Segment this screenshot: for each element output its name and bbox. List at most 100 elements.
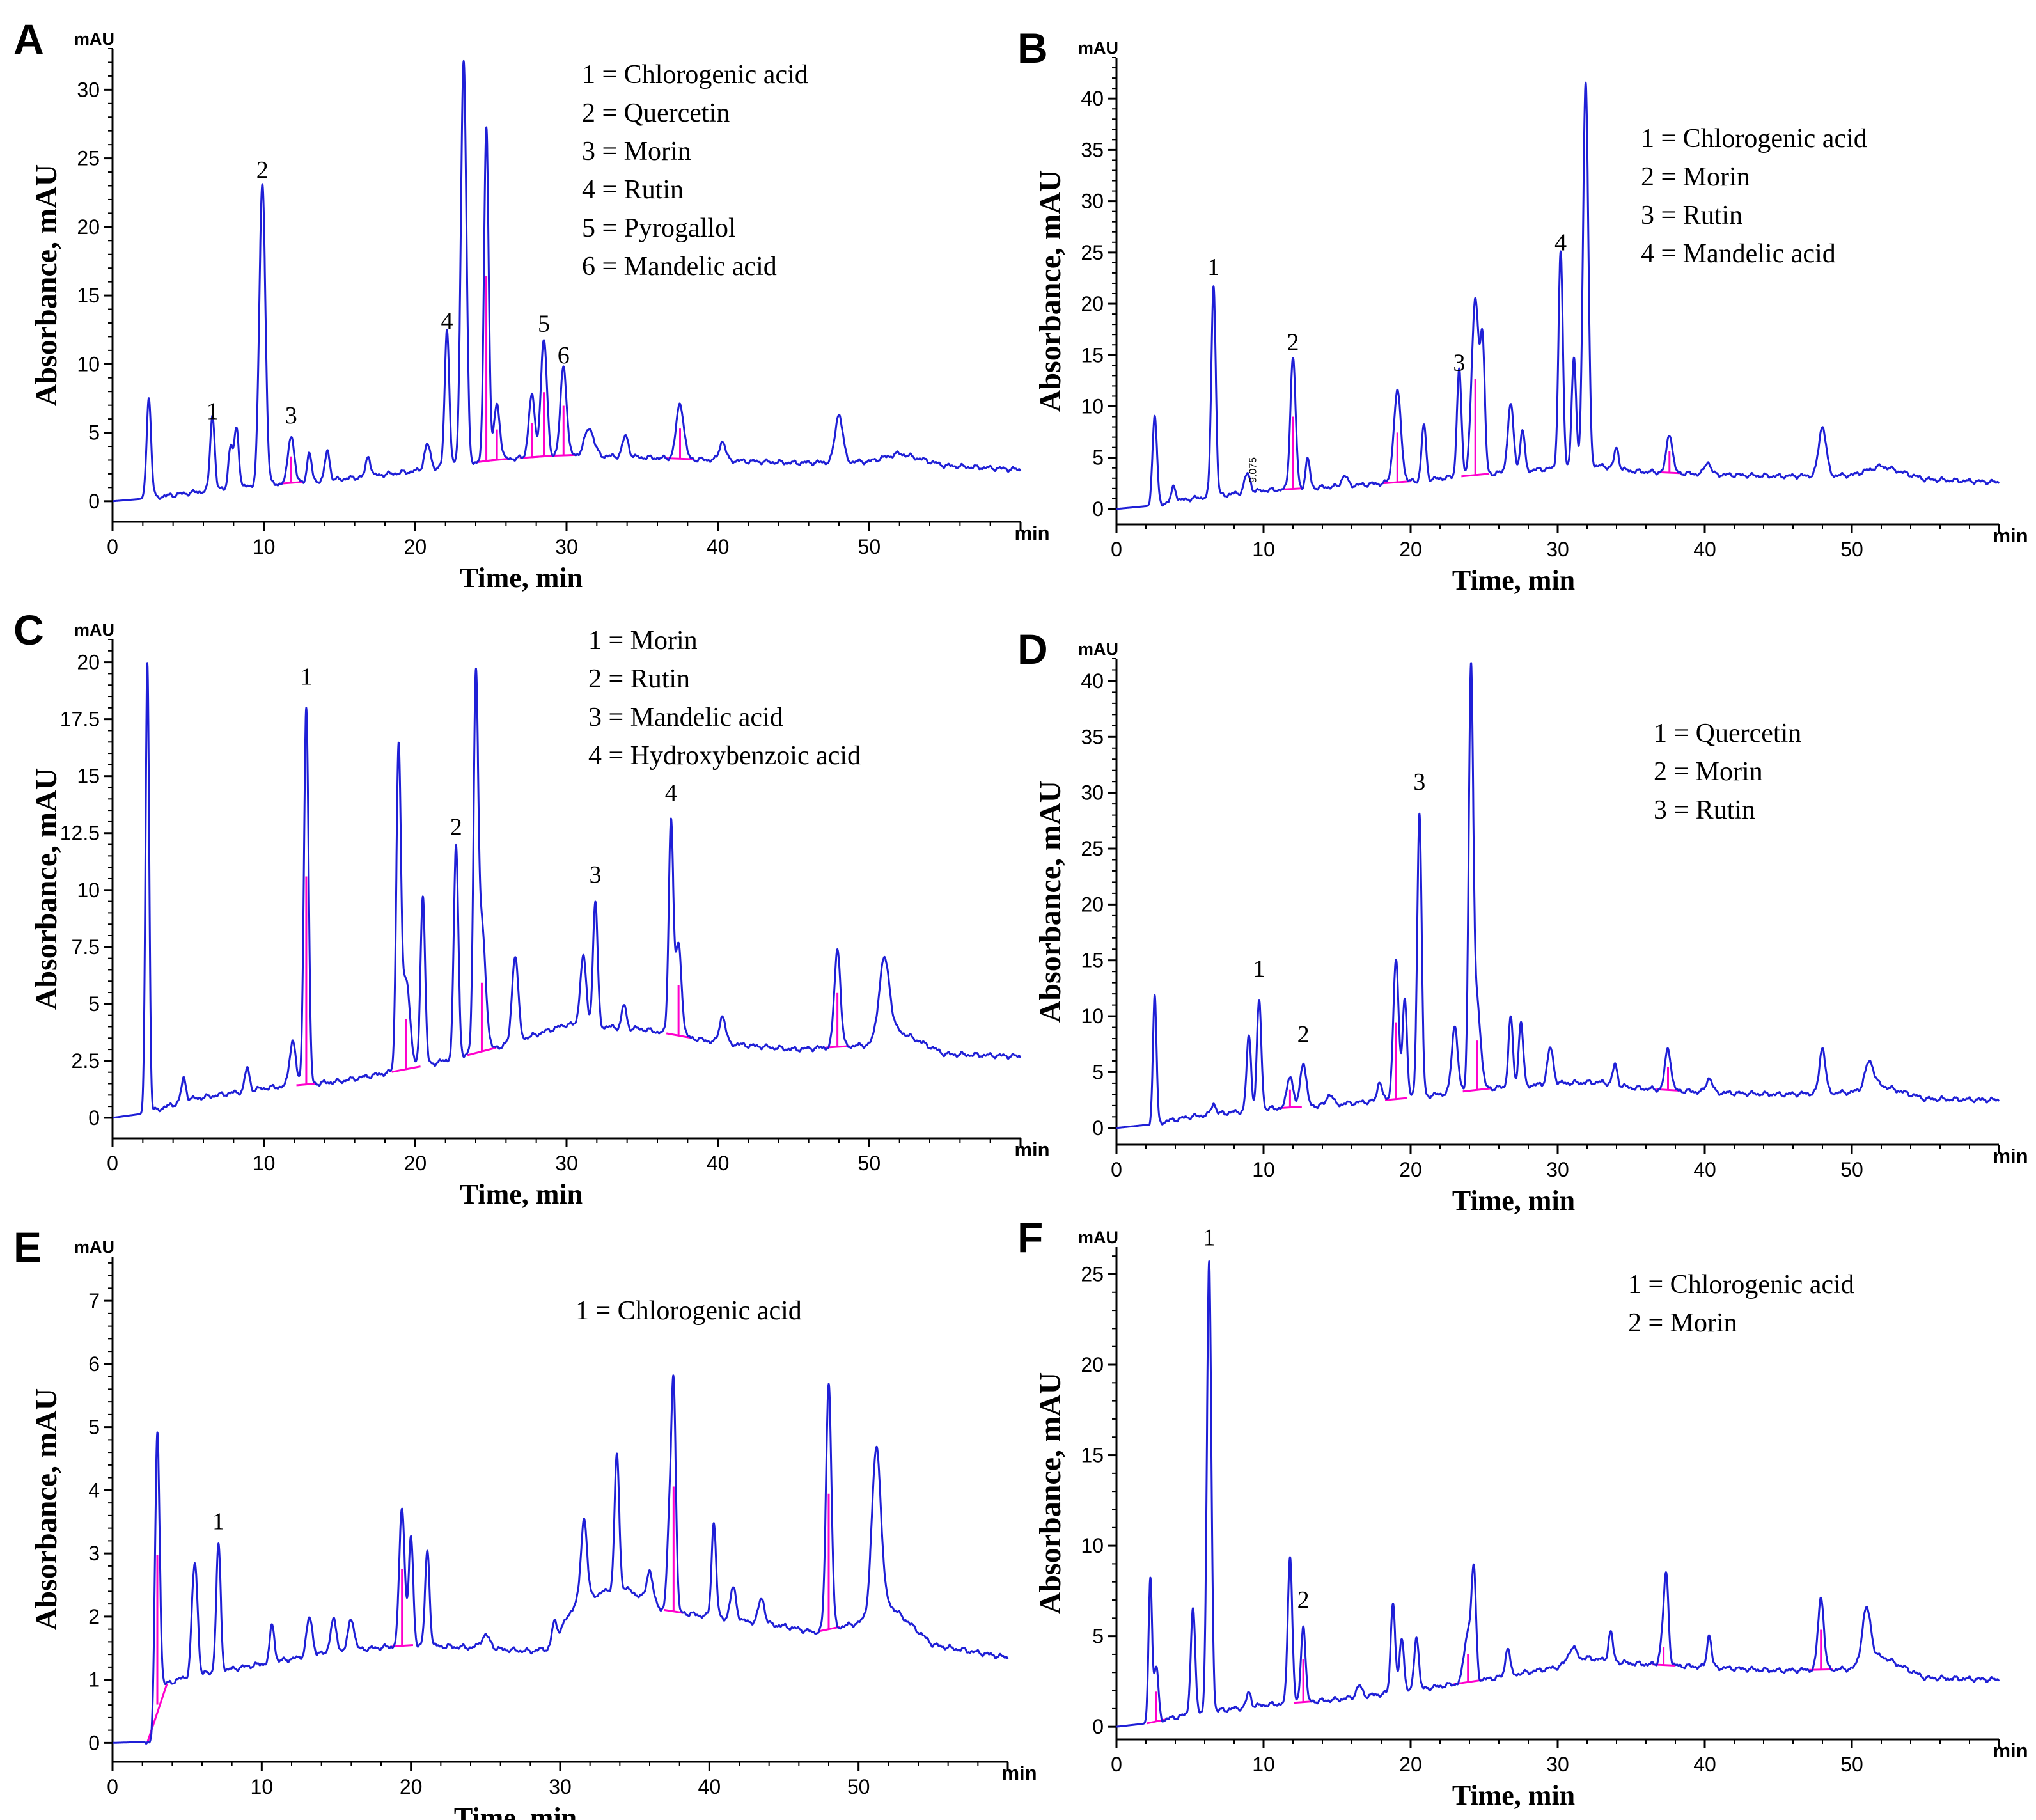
y-tick-label: 25: [1081, 241, 1104, 264]
peak-label: 1: [1203, 1225, 1215, 1251]
y-tick-label: 5: [88, 421, 100, 444]
integration-marks: [1278, 1022, 1680, 1110]
x-tick-label: 10: [1252, 1753, 1275, 1776]
y-tick-label: 25: [77, 147, 100, 170]
legend-entry: 4 = Rutin: [582, 175, 684, 205]
integration-marks: [279, 276, 695, 485]
peak-label: 1: [1253, 955, 1265, 982]
peak-label: 2: [450, 813, 462, 840]
y-tick-label: 5: [1092, 1060, 1104, 1083]
x-axis-title: Time, min: [460, 562, 583, 593]
y-tick-label: 40: [1081, 670, 1104, 693]
x-tick-label: 20: [1399, 1158, 1422, 1181]
y-tick-label: 15: [77, 284, 100, 307]
legend-entry: 2 = Morin: [1654, 757, 1763, 787]
y-tick-label: 15: [77, 765, 100, 788]
x-tick-label: 30: [1546, 538, 1569, 561]
integration-baseline: [1461, 473, 1490, 478]
x-axis-title: Time, min: [1452, 1780, 1575, 1811]
panel-letter: F: [1017, 1214, 1043, 1261]
y-tick-label: 0: [1092, 1117, 1104, 1140]
y-tick-label: 30: [77, 78, 100, 101]
legend-entry: 2 = Morin: [1641, 162, 1750, 192]
chromatogram-trace: [111, 662, 1022, 1119]
x-tick-label: 10: [1252, 1158, 1275, 1181]
peak-label: 1: [1207, 254, 1219, 281]
panel-letter: B: [1017, 24, 1048, 72]
y-unit-label: mAU: [1078, 38, 1118, 58]
y-tick-label: 10: [1081, 1005, 1104, 1028]
y-unit-label: mAU: [74, 1237, 114, 1257]
y-tick-label: 25: [1081, 837, 1104, 860]
peak-label: 2: [1287, 329, 1299, 356]
x-tick-label: 50: [1840, 1753, 1863, 1776]
x-tick-label: 10: [253, 1152, 276, 1175]
x-tick-label: 10: [253, 535, 276, 558]
x-tick-label: 30: [1546, 1158, 1569, 1181]
y-axis-title: Absorbance, mAU: [29, 768, 63, 1010]
y-tick-label: 6: [88, 1353, 100, 1376]
peak-label: 2: [256, 157, 269, 184]
y-tick-label: 0: [88, 490, 100, 513]
y-tick-label: 12.5: [60, 822, 100, 845]
y-tick-label: 15: [1081, 949, 1104, 972]
panel-e: 0 1 2 3 4 5 6 7 0 10 20 30 40 50 mAU min E Time, min Absor…: [13, 1223, 1037, 1820]
integration-baseline: [485, 457, 510, 462]
x-unit-label: min: [1001, 1762, 1037, 1784]
y-tick-label: 10: [77, 879, 100, 902]
y-tick-label: 7.5: [72, 936, 100, 959]
chromatogram-trace: [1115, 81, 2000, 510]
integration-baseline: [391, 1643, 414, 1648]
y-tick-label: 30: [1081, 190, 1104, 213]
integration-marks: [146, 1486, 840, 1743]
panel-letter: D: [1017, 625, 1048, 673]
y-tick-label: 30: [1081, 781, 1104, 804]
y-tick-label: 5: [1092, 446, 1104, 469]
y-tick-label: 20: [1081, 893, 1104, 916]
x-tick-label: 0: [107, 535, 118, 558]
legend-entry: 4 = Mandelic acid: [1641, 239, 1836, 269]
x-unit-label: min: [1014, 1138, 1049, 1161]
legend-entry: 3 = Morin: [582, 137, 691, 166]
legend-entry: 3 = Mandelic acid: [588, 703, 783, 732]
x-tick-label: 20: [404, 1152, 427, 1175]
y-tick-label: 35: [1081, 138, 1104, 161]
y-tick-label: 2: [88, 1605, 100, 1628]
x-tick-label: 20: [400, 1775, 423, 1798]
y-tick-label: 20: [77, 216, 100, 239]
x-tick-label: 30: [549, 1775, 572, 1798]
y-axis-title: Absorbance, mAU: [1033, 170, 1067, 412]
legend-entry: 5 = Pyrogallol: [582, 214, 736, 243]
peak-label: 3: [285, 402, 297, 429]
panel-b: 0 5 10 15 20 25 30 35 40 0 10 20 30 40 50 mAU min B Time, …: [1017, 24, 2028, 596]
x-tick-label: 40: [1693, 538, 1716, 561]
y-tick-label: 40: [1081, 87, 1104, 110]
legend-entry: 1 = Chlorogenic acid: [1641, 124, 1867, 153]
chromatogram-trace: [1115, 662, 2000, 1129]
chromatogram-trace: [111, 59, 1022, 503]
x-tick-label: 0: [1111, 1158, 1122, 1181]
x-tick-label: 10: [251, 1775, 274, 1798]
y-tick-label: 25: [1081, 1262, 1104, 1285]
x-unit-label: min: [1993, 1145, 2028, 1167]
legend-entry: 4 = Hydroxybenzoic acid: [588, 741, 861, 771]
y-tick-label: 1: [88, 1668, 100, 1691]
legend-entry: 1 = Quercetin: [1654, 719, 1801, 748]
peak-label: 3: [1413, 769, 1425, 796]
peak-label: 1: [207, 398, 219, 425]
x-tick-label: 50: [1840, 1158, 1863, 1181]
x-unit-label: min: [1993, 1739, 2028, 1762]
y-tick-label: 5: [88, 1416, 100, 1439]
peak-label: 2: [1297, 1587, 1310, 1613]
y-tick-label: 0: [88, 1106, 100, 1129]
panel-c: 0 2.5 5 7.5 10 12.5 15 17.5 20 0 10 20 30 40 50 mAU min C…: [13, 606, 1050, 1210]
x-tick-label: 50: [858, 535, 881, 558]
legend-entry: 2 = Quercetin: [582, 98, 730, 128]
y-unit-label: mAU: [1078, 1228, 1118, 1247]
y-tick-label: 17.5: [60, 708, 100, 731]
x-tick-label: 40: [707, 1152, 730, 1175]
panel-d: 0 5 10 15 20 25 30 35 40 0 10 20 30 40 50 mAU min D Time, …: [1017, 625, 2028, 1216]
panel-letter: A: [13, 15, 44, 63]
x-tick-label: 20: [1399, 538, 1422, 561]
